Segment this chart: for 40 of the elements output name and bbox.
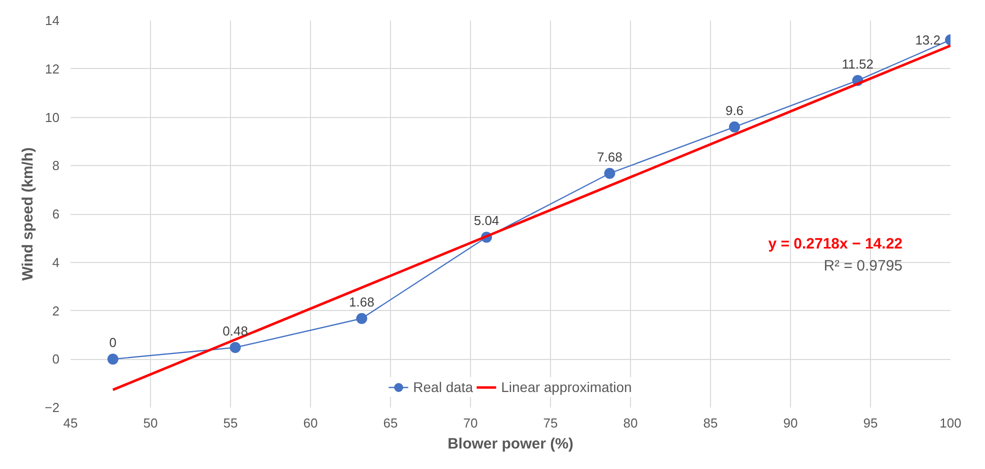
- point: [729, 121, 740, 132]
- y-tick-label: 6: [52, 206, 60, 222]
- point: [230, 342, 241, 354]
- y-tick-label: 8: [52, 158, 60, 174]
- point: [107, 354, 118, 365]
- x-tick-label: 90: [783, 416, 798, 430]
- x-tick-label: 50: [143, 416, 158, 430]
- data-label: 13.2: [915, 32, 941, 48]
- y-tick-label: 0: [52, 352, 60, 367]
- y-axis-title: Wind speed (km/h): [20, 147, 37, 281]
- y-tick-label: −2: [44, 400, 60, 415]
- x-tick-label: 60: [303, 416, 318, 430]
- annotation: R² = 0.9795: [824, 257, 903, 274]
- x-tick-label: 55: [223, 416, 238, 430]
- y-tick-label: 10: [45, 110, 60, 125]
- data-label: 5.04: [474, 213, 500, 228]
- x-axis-title: Blower power (%): [448, 436, 574, 452]
- y-tick-label: 12: [45, 61, 60, 76]
- data-label: 11.52: [842, 56, 874, 72]
- point: [356, 313, 368, 324]
- x-tick-label: 65: [383, 416, 398, 430]
- data-label: 1.68: [349, 294, 374, 310]
- annotation: y = 0.2718x − 14.22: [768, 236, 903, 253]
- x-tick-label: 70: [463, 416, 478, 430]
- data-label: 9.6: [725, 102, 744, 118]
- legend-label: Linear approximation: [501, 379, 632, 395]
- x-tick-label: 95: [863, 416, 878, 430]
- point: [604, 168, 616, 179]
- x-tick-label: 80: [623, 416, 638, 430]
- x-tick-label: 85: [703, 416, 718, 430]
- x-tick-label: 45: [63, 416, 78, 430]
- legend-label: Real data: [413, 379, 474, 395]
- data-label: 0: [109, 335, 117, 350]
- x-tick-label: 100: [940, 416, 962, 430]
- y-tick-label: 2: [52, 303, 60, 318]
- x-tick-label: 75: [543, 416, 558, 430]
- y-tick-label: 14: [45, 13, 60, 28]
- data-label: 7.68: [597, 149, 622, 164]
- y-tick-label: 4: [52, 254, 60, 270]
- data-label: 0.48: [222, 324, 248, 339]
